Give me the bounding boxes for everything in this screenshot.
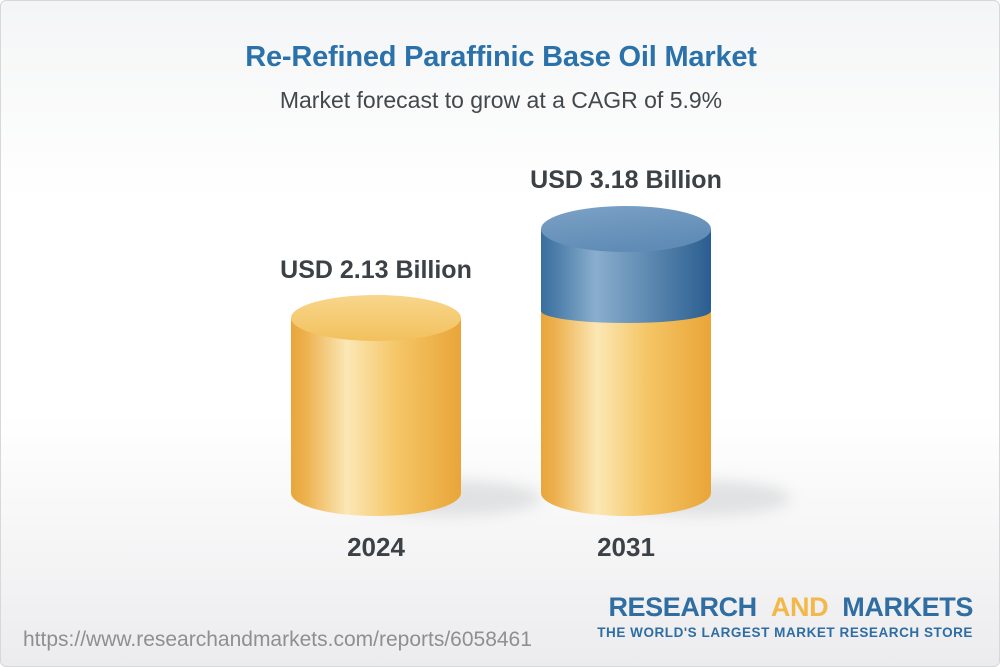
report-url[interactable]: https://www.researchandmarkets.com/repor… — [23, 628, 532, 651]
research-and-markets-logo: RESEARCH AND MARKETS THE WORLD'S LARGEST… — [597, 594, 973, 640]
logo-wordmark: RESEARCH AND MARKETS — [597, 594, 973, 621]
logo-word-research: RESEARCH — [608, 592, 757, 622]
chart-subtitle: Market forecast to grow at a CAGR of 5.9… — [279, 87, 723, 113]
category-label-2024: 2024 — [347, 532, 405, 562]
bar-2024-cylinder — [291, 295, 461, 516]
logo-tagline: THE WORLD'S LARGEST MARKET RESEARCH STOR… — [597, 625, 973, 640]
logo-word-and: AND — [770, 592, 829, 622]
category-label-2031: 2031 — [597, 532, 655, 562]
value-label-2031: USD 3.18 Billion — [530, 166, 722, 194]
value-label-2024: USD 2.13 Billion — [280, 256, 472, 284]
bar-2031-cylinder — [541, 206, 711, 516]
chart-title: Re-Refined Paraffinic Base Oil Market — [245, 41, 757, 73]
logo-word-markets: MARKETS — [842, 592, 973, 622]
